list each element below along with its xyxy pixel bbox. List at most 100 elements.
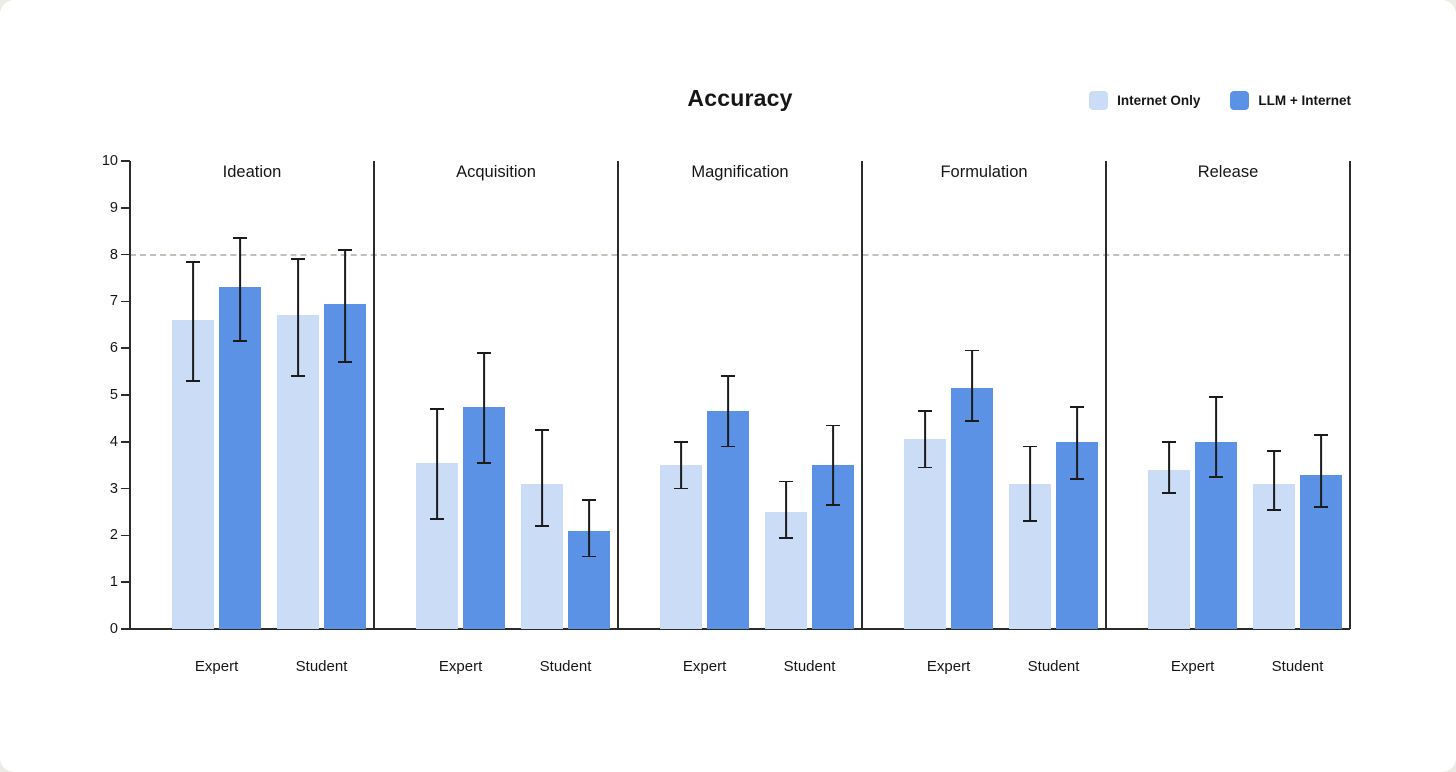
error-cap-top xyxy=(535,429,550,431)
error-cap-bottom xyxy=(186,380,201,382)
legend-item-internet-only: Internet Only xyxy=(1089,91,1200,110)
y-axis-tick-label: 6 xyxy=(109,340,118,357)
panel-title-formulation: Formulation xyxy=(940,163,1028,181)
legend-swatch-llm-internet xyxy=(1230,91,1250,110)
bar-formulation-expert-internet-only xyxy=(904,439,947,629)
group-label-release-student: Student xyxy=(1271,658,1324,675)
error-cap-bottom xyxy=(1070,478,1085,481)
error-bar-release-student-internet-only xyxy=(1273,451,1275,510)
error-cap-bottom xyxy=(582,555,597,558)
error-cap-bottom xyxy=(430,518,445,520)
error-cap-top xyxy=(233,237,248,240)
error-bar-formulation-expert-llm-internet xyxy=(971,350,974,421)
error-cap-top xyxy=(1267,450,1282,453)
panel-separator-line xyxy=(373,161,375,629)
error-bar-acquisition-expert-llm-internet xyxy=(483,352,486,463)
y-axis-tick-mark xyxy=(121,487,130,490)
error-cap-top xyxy=(291,258,306,261)
error-bar-magnification-student-llm-internet xyxy=(832,425,834,505)
y-axis-line xyxy=(129,161,131,629)
y-axis-tick-label: 9 xyxy=(109,199,118,216)
error-cap-bottom xyxy=(1314,506,1329,509)
error-cap-bottom xyxy=(535,525,550,527)
group-label-release-expert: Expert xyxy=(1170,658,1215,675)
error-bar-magnification-expert-llm-internet xyxy=(727,376,730,447)
error-bar-formulation-expert-internet-only xyxy=(924,411,927,468)
error-cap-bottom xyxy=(1209,476,1224,478)
plot-right-border xyxy=(1349,161,1351,629)
error-cap-bottom xyxy=(779,536,794,539)
panel-title-magnification: Magnification xyxy=(691,163,789,181)
y-axis-tick-mark xyxy=(121,534,130,537)
error-bar-release-expert-llm-internet xyxy=(1215,397,1218,477)
error-cap-bottom xyxy=(826,504,841,506)
group-label-ideation-expert: Expert xyxy=(194,658,239,675)
y-axis-tick-mark xyxy=(121,628,130,630)
panel-title-acquisition: Acquisition xyxy=(456,163,536,181)
y-axis-tick-mark xyxy=(121,347,130,349)
error-cap-bottom xyxy=(233,340,248,343)
error-bar-release-student-llm-internet xyxy=(1320,434,1322,508)
error-cap-top xyxy=(186,260,201,263)
error-bar-ideation-expert-internet-only xyxy=(192,261,195,381)
chart-title: Accuracy xyxy=(687,85,793,111)
error-cap-top xyxy=(430,408,445,410)
y-axis-tick-mark xyxy=(121,394,130,396)
panel-title-ideation: Ideation xyxy=(222,163,282,181)
y-axis-tick-mark xyxy=(121,441,130,443)
x-axis-line xyxy=(130,628,1350,630)
y-axis-tick-label: 1 xyxy=(109,574,118,591)
error-cap-top xyxy=(338,249,353,251)
group-label-magnification-student: Student xyxy=(783,658,836,675)
y-axis-tick-label: 3 xyxy=(109,480,118,497)
error-cap-top xyxy=(721,375,736,378)
error-cap-bottom xyxy=(338,361,353,364)
error-cap-top xyxy=(1162,440,1177,443)
error-cap-top xyxy=(477,351,492,354)
error-cap-bottom xyxy=(918,466,933,469)
group-label-ideation-student: Student xyxy=(295,658,348,675)
group-label-formulation-student: Student xyxy=(1027,658,1080,675)
legend-label: Internet Only xyxy=(1117,93,1201,108)
error-cap-bottom xyxy=(1162,492,1177,495)
bar-magnification-expert-internet-only xyxy=(660,465,703,629)
error-cap-top xyxy=(1023,445,1038,448)
bar-formulation-expert-llm-internet xyxy=(951,387,994,629)
error-cap-bottom xyxy=(477,461,492,464)
group-label-magnification-expert: Expert xyxy=(682,658,727,675)
error-cap-top xyxy=(918,410,933,413)
y-axis-tick-mark xyxy=(121,581,130,583)
y-axis-tick-mark xyxy=(121,207,130,209)
error-bar-magnification-expert-internet-only xyxy=(680,441,683,489)
group-label-acquisition-student: Student xyxy=(539,658,592,675)
panel-separator-line xyxy=(1105,161,1107,629)
error-bar-acquisition-student-llm-internet xyxy=(588,500,590,557)
panel-separator-line xyxy=(861,161,863,629)
panel-title-release: Release xyxy=(1197,163,1259,181)
group-label-acquisition-expert: Expert xyxy=(438,658,483,675)
panel-separator-line xyxy=(617,161,619,629)
error-bar-formulation-student-llm-internet xyxy=(1076,406,1078,480)
y-axis-tick-label: 8 xyxy=(109,246,118,263)
error-bar-magnification-student-internet-only xyxy=(785,481,787,538)
bar-ideation-expert-llm-internet xyxy=(219,287,262,629)
error-cap-top xyxy=(965,349,980,352)
legend: Internet Only LLM + Internet xyxy=(1089,91,1351,110)
y-axis-tick-label: 5 xyxy=(109,387,118,403)
bar-release-expert-internet-only xyxy=(1148,469,1191,629)
y-axis-tick-label: 10 xyxy=(101,153,118,169)
error-cap-top xyxy=(582,499,597,502)
y-axis-tick-label: 0 xyxy=(109,621,118,637)
y-axis-tick-label: 4 xyxy=(109,433,118,450)
legend-item-llm-internet: LLM + Internet xyxy=(1230,91,1351,110)
error-cap-bottom xyxy=(291,375,306,378)
error-cap-top xyxy=(826,424,841,427)
error-cap-top xyxy=(1070,405,1085,408)
error-cap-top xyxy=(674,440,689,443)
error-cap-bottom xyxy=(965,419,980,422)
error-cap-bottom xyxy=(1267,508,1282,511)
group-label-formulation-expert: Expert xyxy=(926,658,971,675)
y-axis-tick-mark xyxy=(121,300,130,303)
bar-magnification-expert-llm-internet xyxy=(707,411,750,629)
